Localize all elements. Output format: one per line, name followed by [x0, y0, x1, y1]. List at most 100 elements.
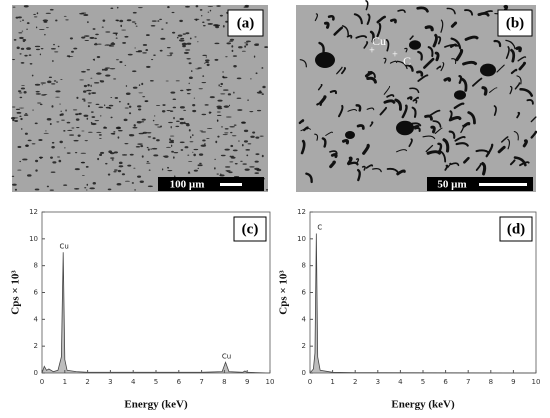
- pore: [220, 82, 224, 86]
- pore: [154, 115, 156, 117]
- peak-label: Cu: [222, 352, 231, 360]
- panel-label: (c): [242, 221, 259, 237]
- pore: [34, 122, 38, 125]
- pore: [355, 158, 360, 163]
- pore: [463, 156, 470, 164]
- pore: [246, 154, 249, 157]
- pore: [19, 36, 24, 40]
- pore: [87, 105, 90, 108]
- pore: [183, 51, 189, 54]
- pore: [145, 34, 150, 37]
- pore: [238, 46, 243, 49]
- x-tick-label: 6: [443, 378, 448, 386]
- pore: [481, 86, 488, 96]
- panel-box: [497, 9, 533, 37]
- pore: [172, 106, 177, 109]
- pore: [51, 141, 55, 144]
- pore: [450, 37, 462, 50]
- pore: [121, 173, 126, 176]
- pore: [146, 132, 152, 134]
- pore: [91, 92, 97, 94]
- pore: [20, 128, 23, 130]
- pore: [173, 156, 175, 159]
- pore: [12, 6, 16, 8]
- pore: [84, 187, 87, 189]
- pore: [198, 153, 204, 156]
- pore: [100, 80, 105, 83]
- pore: [189, 141, 194, 143]
- pore: [88, 131, 93, 133]
- pore: [45, 27, 49, 29]
- panel-box: [499, 216, 533, 242]
- pore: [230, 131, 233, 134]
- scale-bar: [479, 183, 527, 186]
- pore: [107, 188, 112, 191]
- x-tick-label: 7: [466, 378, 470, 386]
- pore: [167, 170, 173, 172]
- pore: [175, 80, 180, 82]
- pore: [365, 164, 374, 169]
- pore: [171, 11, 175, 14]
- pore: [63, 184, 68, 186]
- pore: [96, 56, 101, 59]
- panel-label: (b): [506, 15, 524, 31]
- x-tick-label: 5: [421, 378, 425, 386]
- pore: [168, 141, 175, 144]
- pore: [89, 187, 95, 190]
- pore: [165, 80, 169, 82]
- pore: [94, 120, 100, 122]
- x-tick-label: 0: [40, 378, 44, 386]
- pore: [125, 180, 130, 182]
- pore: [110, 157, 115, 159]
- pore: [99, 153, 103, 156]
- pore: [138, 132, 144, 135]
- pore: [509, 159, 516, 166]
- pore: [186, 123, 190, 127]
- pore: [440, 62, 445, 72]
- pore: [47, 80, 52, 84]
- pore: [63, 130, 66, 132]
- pore: [87, 21, 89, 24]
- pore: [114, 97, 119, 99]
- pore: [147, 185, 153, 188]
- pore: [107, 173, 111, 176]
- pore: [20, 117, 23, 121]
- pore: [45, 130, 47, 132]
- pore: [152, 137, 156, 140]
- pore: [240, 160, 243, 162]
- scale-label: 50 µm: [437, 179, 466, 191]
- pore: [37, 102, 42, 104]
- pore: [365, 0, 369, 11]
- pore: [315, 52, 335, 68]
- pore: [111, 42, 115, 44]
- pore: [199, 130, 204, 132]
- pore: [183, 109, 187, 111]
- pore: [33, 16, 38, 18]
- pore: [124, 107, 129, 109]
- pore: [172, 31, 176, 34]
- pore: [93, 43, 98, 46]
- pore: [182, 33, 186, 35]
- pore: [224, 132, 229, 134]
- pore: [232, 149, 238, 152]
- pore: [66, 121, 71, 124]
- pore: [401, 104, 408, 119]
- pore: [229, 126, 235, 128]
- pore: [219, 85, 223, 87]
- pore: [189, 37, 192, 40]
- pore: [507, 138, 511, 150]
- pore: [88, 92, 91, 95]
- pore: [92, 182, 96, 185]
- pore: [81, 98, 86, 100]
- pore: [330, 152, 338, 159]
- pore: [135, 50, 141, 53]
- pore: [146, 162, 151, 164]
- pore: [55, 96, 60, 98]
- pore: [188, 62, 192, 65]
- pore: [138, 92, 143, 94]
- pore: [166, 110, 171, 112]
- pore: [193, 153, 196, 157]
- pore: [12, 183, 17, 186]
- pore: [302, 126, 309, 132]
- pore: [496, 64, 505, 73]
